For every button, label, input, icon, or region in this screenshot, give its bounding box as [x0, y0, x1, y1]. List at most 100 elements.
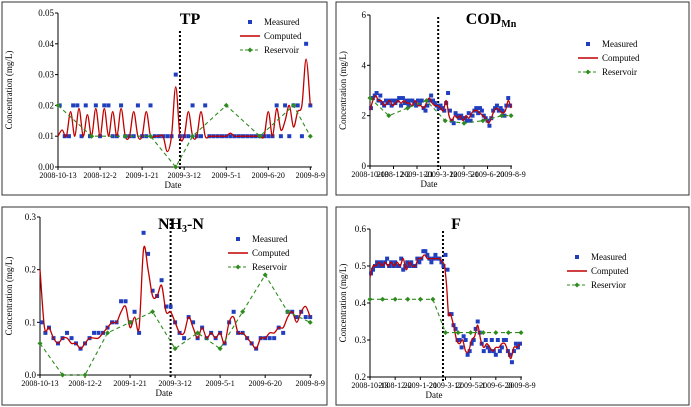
- y-axis-label: Concentration (mg/L): [338, 51, 348, 130]
- y-tick-label: 0.3: [25, 212, 37, 222]
- panel-nh3n: 0.0 0.1 0.2 0.3 2008-10-13 2008-12-2 2009-1-21…: [1, 206, 328, 406]
- legend-marker-reservoir: [235, 264, 241, 270]
- measured-point: [79, 134, 84, 139]
- measured-point: [500, 108, 505, 113]
- measured-point: [415, 256, 420, 261]
- reservoir-point: [307, 133, 313, 139]
- reservoir-point: [217, 346, 223, 352]
- reservoir-point: [262, 272, 268, 278]
- measured-point: [444, 101, 449, 106]
- measured-point: [228, 134, 233, 139]
- y-tick-label: 0.05: [38, 8, 54, 18]
- legend-label: Reservoir: [252, 262, 287, 272]
- measured-point: [429, 93, 434, 98]
- y-axis-label: Concentration (mg/L): [4, 51, 14, 130]
- reservoir-point: [392, 296, 398, 302]
- measured-point: [511, 349, 516, 354]
- x-tick-label: 2009-5-1: [449, 170, 478, 179]
- measured-point: [463, 338, 468, 342]
- panel-frame: [335, 206, 690, 406]
- measured-point: [475, 319, 480, 324]
- measured-point: [429, 260, 434, 265]
- reservoir-point: [55, 102, 61, 108]
- measured-point: [425, 252, 430, 257]
- measured-point: [432, 101, 437, 106]
- measured-point: [501, 338, 506, 342]
- y-tick-label: 0.02: [38, 100, 54, 110]
- measured-point: [483, 338, 488, 342]
- measured-point: [283, 103, 288, 108]
- measured-point: [461, 334, 466, 339]
- measured-point: [468, 118, 473, 123]
- measured-point: [400, 96, 405, 101]
- measured-point: [168, 304, 173, 309]
- measured-point: [66, 134, 71, 139]
- measured-point: [374, 91, 379, 96]
- measured-point: [441, 264, 446, 268]
- reservoir-point: [367, 296, 373, 302]
- reservoir-point: [386, 113, 392, 119]
- measured-point: [391, 98, 396, 103]
- reservoir-point: [89, 133, 95, 139]
- series-reservoir-line: [57, 104, 311, 168]
- measured-point: [71, 103, 76, 108]
- y-tick-label: 4: [362, 60, 367, 70]
- y-tick-label: 0.5: [355, 261, 367, 271]
- reservoir-point: [150, 309, 156, 315]
- panel-codmn: 0 2 4 6 2008-10-132008-12-22009-1-212009-3-1…: [335, 1, 690, 196]
- reservoir-point: [195, 330, 201, 336]
- measured-point: [146, 251, 151, 256]
- measured-point: [459, 113, 464, 118]
- y-tick-label: 0.03: [38, 70, 54, 80]
- y-tick-label: 0.6: [355, 224, 367, 234]
- measured-point: [455, 338, 460, 342]
- measured-point: [385, 101, 390, 106]
- measured-point: [491, 108, 496, 113]
- measured-point: [442, 108, 447, 113]
- measured-point: [476, 111, 481, 116]
- measured-point: [92, 330, 97, 335]
- measured-point: [464, 118, 469, 123]
- measured-point: [495, 338, 500, 342]
- series-computed-line: [39, 245, 311, 350]
- legend-marker-reservoir: [574, 282, 580, 288]
- x-tick-label: 2009-1-21: [400, 170, 433, 179]
- measured-point: [299, 134, 304, 139]
- x-tick-label: 2009-8-9: [506, 381, 535, 390]
- measured-point: [304, 41, 309, 46]
- measured-point: [402, 101, 407, 106]
- measured-point: [446, 91, 451, 96]
- measured-point: [433, 252, 438, 257]
- measured-point: [303, 315, 308, 320]
- measured-point: [137, 330, 142, 335]
- legend-label: Reservoir: [264, 45, 299, 55]
- measured-point: [503, 338, 508, 342]
- x-tick-label: 2008-10-13: [21, 379, 58, 388]
- x-tick-label: 2009-8-9: [496, 170, 525, 179]
- x-tick-label: 2009-5-1: [205, 379, 234, 388]
- measured-point: [39, 320, 44, 325]
- measured-point: [371, 267, 376, 272]
- measured-point: [231, 309, 236, 314]
- measured-point: [173, 72, 178, 77]
- reservoir-point: [442, 118, 448, 124]
- measured-point: [119, 103, 124, 108]
- measured-point: [466, 111, 471, 116]
- x-tick-label: 2009-6-20: [479, 381, 512, 390]
- measured-point: [470, 113, 475, 118]
- reservoir-point: [307, 319, 313, 325]
- measured-point: [439, 260, 444, 265]
- x-axis-label: Date: [421, 179, 438, 189]
- x-tick-label: 2009-1-21: [125, 171, 158, 180]
- reservoir-point: [493, 330, 499, 336]
- reservoir-point: [480, 118, 486, 124]
- reservoir-point: [499, 113, 505, 119]
- measured-point: [497, 349, 502, 354]
- x-tick-label: 2009-5-1: [212, 171, 241, 180]
- legend-marker-reservoir: [247, 47, 253, 53]
- measured-point: [397, 96, 402, 101]
- reservoir-point: [285, 309, 291, 315]
- x-tick-label: 2008-10-13: [39, 171, 76, 180]
- reservoir-point: [148, 133, 154, 139]
- measured-point: [190, 103, 195, 108]
